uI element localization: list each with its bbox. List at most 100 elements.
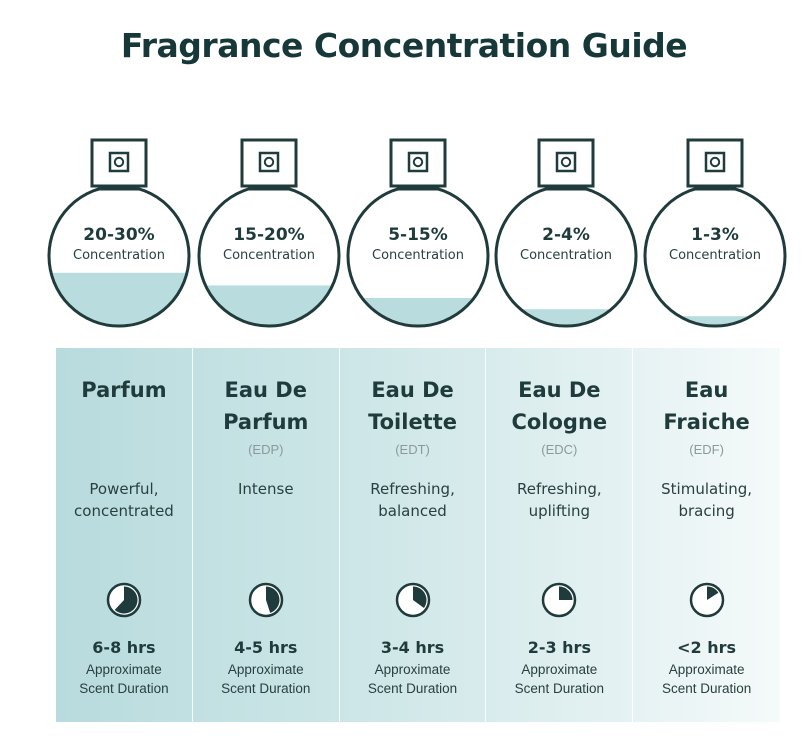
fragrance-description-line: Refreshing, [517, 480, 602, 498]
concentration-percent: 1-3% [691, 225, 739, 245]
bottle-5: 1-3% Concentration [643, 138, 787, 328]
fragrance-description-line: Refreshing, [370, 480, 455, 498]
fragrance-description-line: bracing [678, 502, 735, 520]
clock-wedge [265, 586, 280, 613]
scent-duration-hours: 3-4 hrs [380, 638, 445, 657]
scent-duration-label-line: Scent Duration [221, 681, 311, 696]
fragrance-column: Eau De Toilette (EDT) Refreshing, balanced 3-… [340, 348, 487, 722]
concentration-label: Concentration [223, 248, 315, 263]
fragrance-name-line: Fraiche [663, 410, 750, 434]
clock-icon [689, 582, 724, 618]
fragrance-description: Stimulating, bracing [633, 478, 780, 522]
concentration-percent: 15-20% [233, 225, 304, 245]
fragrance-description: Refreshing, uplifting [486, 478, 632, 522]
concentration-percent: 20-30% [83, 225, 154, 245]
clock-icon [395, 582, 430, 618]
concentration-percent: 5-15% [388, 225, 448, 245]
scent-duration-label: Approximate Scent Duration [56, 660, 192, 698]
fragrance-column: Eau Fraiche (EDF) Stimulating, bracing <2 hrs… [633, 348, 780, 722]
scent-duration-label-line: Scent Duration [79, 681, 169, 696]
bottle-2: 15-20% Concentration [197, 138, 341, 328]
scent-duration-hours: 2-3 hrs [527, 638, 591, 657]
scent-duration-hours: 6-8 hrs [92, 638, 156, 657]
scent-duration-hours: <2 hrs [677, 638, 737, 657]
fragrance-description-line: Stimulating, [661, 480, 753, 498]
fragrance-description: Intense [193, 478, 339, 500]
fragrance-abbreviation: (EDT) [395, 442, 430, 457]
clock-icon [542, 582, 577, 618]
sprayer-icon [555, 151, 577, 173]
scent-duration-label-line: Scent Duration [661, 681, 752, 696]
fragrance-name-line: Eau [684, 378, 729, 402]
bottle-3: 5-15% Concentration [346, 138, 490, 328]
nozzle-icon [412, 156, 424, 168]
fragrance-description-line: Intense [237, 480, 294, 498]
nozzle-icon [263, 156, 275, 168]
liquid-fill [497, 309, 635, 325]
liquid-fill [50, 272, 188, 325]
scent-duration-label: Approximate Scent Duration [340, 660, 486, 698]
fragrance-description-line: concentrated [74, 502, 174, 520]
concentration-label: Concentration [669, 248, 761, 263]
fragrance-column: Parfum Powerful, concentrated 6-8 hrs Approx… [56, 348, 193, 722]
clock-wedge [412, 586, 427, 608]
clock-icon [106, 582, 142, 618]
liquid-fill [646, 316, 784, 325]
bottle-1: 20-30% Concentration [47, 138, 191, 328]
fragrance-name: Eau De Cologne [486, 374, 632, 438]
scent-duration-label-line: Approximate [374, 662, 451, 677]
fragrance-column: Eau De Parfum (EDP) Intense 4-5 hrs Approxima… [193, 348, 340, 722]
fragrance-name-line: Eau De [518, 378, 601, 402]
scent-duration-label-line: Approximate [227, 662, 304, 677]
scent-duration-label: Approximate Scent Duration [193, 660, 339, 698]
fragrance-name: Parfum [56, 374, 192, 406]
clock-wedge [114, 586, 138, 614]
bottle-row: 20-30%Concentration15-20%Concentration5-… [47, 138, 787, 328]
scent-duration-label-line: Approximate [86, 662, 162, 677]
fragrance-description: Refreshing, balanced [340, 478, 486, 522]
scent-duration-label-line: Scent Duration [367, 681, 458, 696]
fragrance-name-line: Eau De [371, 378, 454, 402]
fragrance-description-line: Powerful, [89, 480, 159, 498]
fragrance-name: Eau Fraiche [633, 374, 780, 438]
nozzle-icon [113, 156, 125, 168]
fragrance-description-line: balanced [378, 502, 447, 520]
fragrance-name-line: Parfum [223, 410, 309, 434]
clock-wedge [706, 586, 719, 600]
concentration-percent: 2-4% [542, 225, 590, 245]
scent-duration-label: Approximate Scent Duration [486, 660, 632, 698]
fragrance-column: Eau De Cologne (EDC) Refreshing, uplifting 2-… [486, 348, 634, 722]
fragrance-description: Powerful, concentrated [56, 478, 192, 522]
fragrance-abbreviation: (EDP) [248, 442, 284, 457]
liquid-fill [349, 298, 487, 325]
sprayer-icon [407, 151, 429, 173]
bottle-4: 2-4% Concentration [494, 138, 638, 328]
concentration-label: Concentration [73, 248, 165, 263]
fragrance-name-line: Parfum [81, 378, 167, 402]
clock-icon [248, 582, 284, 618]
sprayer-icon [704, 151, 726, 173]
concentration-label: Concentration [520, 248, 612, 263]
fragrance-abbreviation: (EDC) [541, 442, 578, 457]
scent-duration-label: Approximate Scent Duration [633, 660, 780, 698]
clock-wedge [559, 586, 573, 600]
nozzle-icon [560, 156, 572, 168]
fragrance-abbreviation: (EDF) [689, 442, 724, 457]
scent-duration-label-line: Approximate [668, 662, 745, 677]
concentration-label: Concentration [372, 248, 464, 263]
fragrance-name-line: Cologne [511, 410, 608, 434]
concentration-table: Parfum Powerful, concentrated 6-8 hrs Approx… [56, 348, 780, 722]
fragrance-description-line: uplifting [528, 502, 591, 520]
scent-duration-hours: 4-5 hrs [234, 638, 298, 657]
fragrance-name-line: Toilette [368, 410, 457, 434]
page-title: Fragrance Concentration Guide [120, 26, 688, 65]
fragrance-name: Eau De Parfum [193, 374, 339, 438]
fragrance-name: Eau De Toilette [340, 374, 486, 438]
sprayer-icon [108, 151, 130, 173]
scent-duration-label-line: Scent Duration [514, 681, 604, 696]
bottle-cap [389, 138, 447, 188]
nozzle-icon [709, 156, 721, 168]
scent-duration-label-line: Approximate [521, 662, 598, 677]
sprayer-icon [258, 151, 280, 173]
fragrance-name-line: Eau De [224, 378, 307, 402]
